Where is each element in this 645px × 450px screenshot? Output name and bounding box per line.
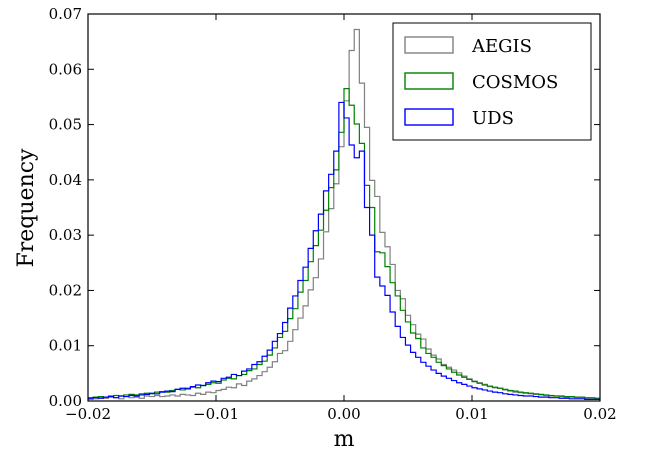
y-tick-label: 0.06 [49,60,82,78]
series-layer [88,28,600,401]
y-tick-label: 0.01 [49,337,82,355]
y-tick-label: 0.03 [49,226,82,244]
series-uds-line [88,101,600,401]
x-tick-label: 0.00 [327,405,360,423]
x-tick-label: −0.02 [65,405,111,423]
tick-layer: −0.02 −0.01 0.00 0.01 0.02 0.00 0.01 0.02 0.03 0.… [49,5,617,423]
legend-label-cosmos: COSMOS [472,72,558,93]
y-tick-label: 0.02 [49,281,82,299]
plot-frame [87,13,601,402]
x-tick-label: −0.01 [193,405,239,423]
y-tick-label: 0.07 [49,5,82,23]
legend-swatch-aegis [404,36,454,54]
x-axis-label: m [334,427,355,450]
x-tick-label: 0.01 [455,405,488,423]
x-tick-label: 0.02 [583,405,616,423]
legend: AEGIS COSMOS UDS [392,22,592,141]
y-tick-label: 0.00 [49,392,82,410]
y-tick-label: 0.04 [49,171,82,189]
legend-label-aegis: AEGIS [471,36,532,57]
legend-frame [392,22,592,141]
y-axis-label: Frequency [14,148,39,268]
y-tick-label: 0.05 [49,116,82,134]
legend-swatch-cosmos [404,72,454,90]
legend-label-uds: UDS [472,108,514,129]
legend-swatch-uds [404,108,454,126]
